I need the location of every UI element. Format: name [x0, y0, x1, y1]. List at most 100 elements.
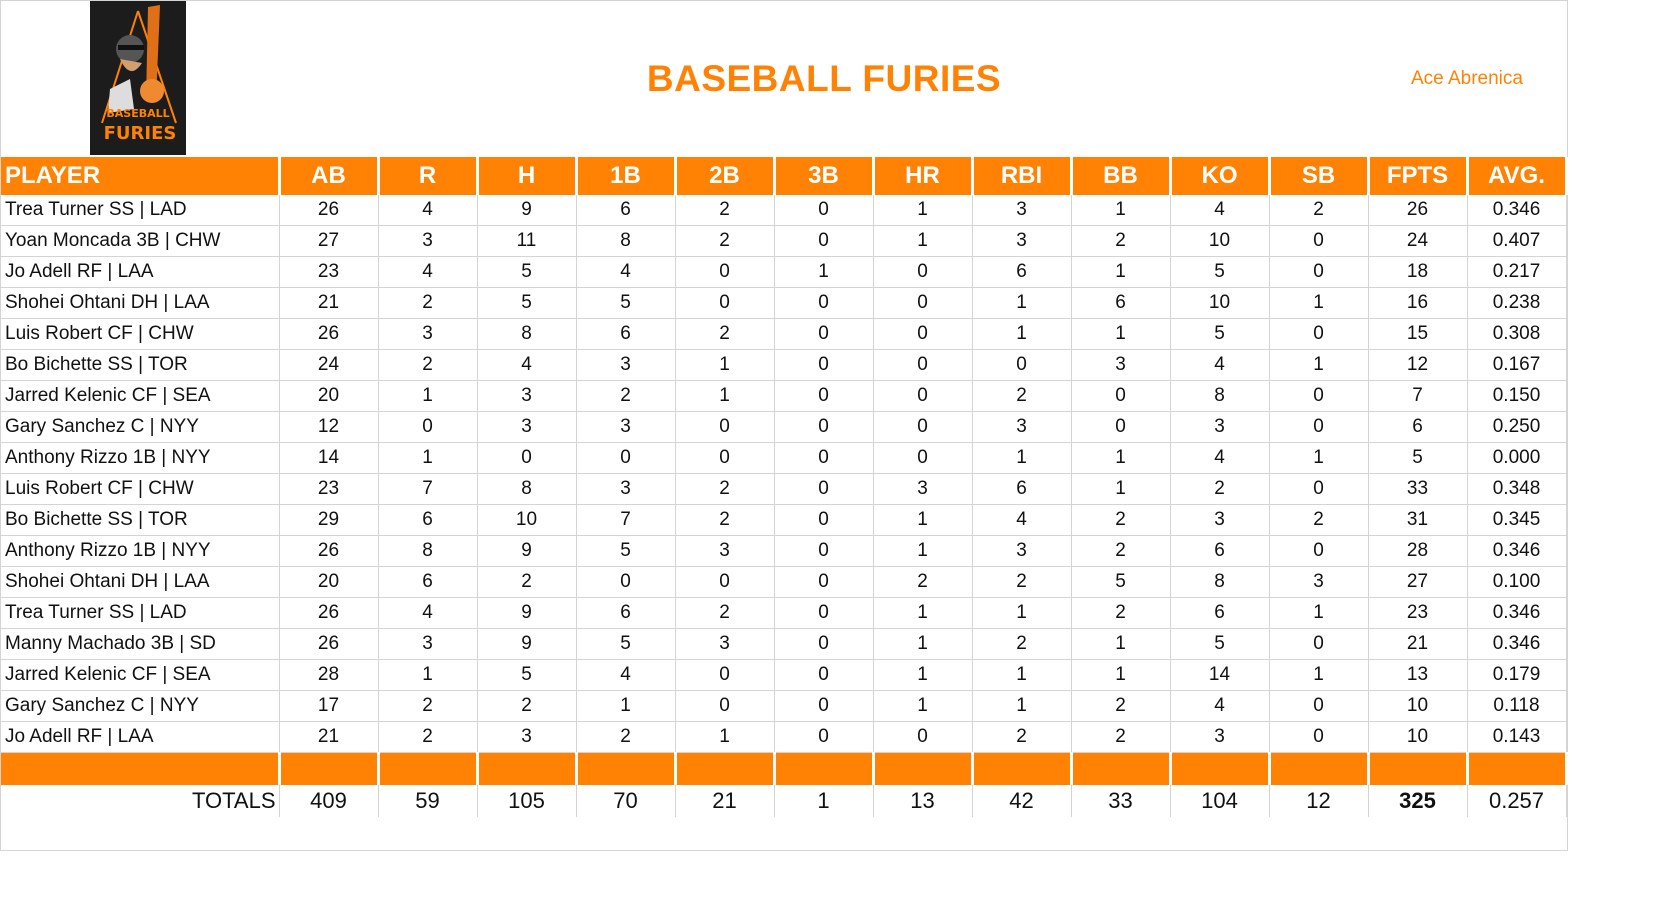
stat-cell-fpts[interactable]: 6 [1368, 411, 1468, 443]
total-cell-3b[interactable]: 1 [774, 785, 874, 817]
stat-cell-3b[interactable]: 0 [774, 411, 874, 443]
stat-cell-ab[interactable]: 14 [279, 442, 379, 474]
stat-cell-sb[interactable]: 2 [1269, 504, 1369, 536]
stat-cell-3b[interactable]: 0 [774, 597, 874, 629]
total-cell-hr[interactable]: 13 [873, 785, 973, 817]
stat-cell-1b[interactable]: 7 [576, 504, 676, 536]
total-cell-ko[interactable]: 104 [1170, 785, 1270, 817]
column-header-ab[interactable]: AB [279, 157, 380, 195]
stat-cell-sb[interactable]: 0 [1269, 225, 1369, 257]
stat-cell-ko[interactable]: 14 [1170, 659, 1270, 691]
stat-cell-fpts[interactable]: 16 [1368, 287, 1468, 319]
stat-cell-ko[interactable]: 3 [1170, 411, 1270, 443]
stat-cell-ko[interactable]: 4 [1170, 690, 1270, 722]
stat-cell-avg[interactable]: 0.100 [1467, 566, 1567, 598]
stat-cell-3b[interactable]: 0 [774, 349, 874, 381]
player-name-cell[interactable]: Luis Robert CF | CHW [1, 318, 280, 350]
stat-cell-fpts[interactable]: 15 [1368, 318, 1468, 350]
stat-cell-r[interactable]: 1 [378, 659, 478, 691]
stat-cell-bb[interactable]: 2 [1071, 504, 1171, 536]
total-cell-h[interactable]: 105 [477, 785, 577, 817]
stat-cell-3b[interactable]: 0 [774, 690, 874, 722]
stat-cell-r[interactable]: 6 [378, 566, 478, 598]
stat-cell-h[interactable]: 3 [477, 411, 577, 443]
player-name-cell[interactable]: Shohei Ohtani DH | LAA [1, 287, 280, 319]
stat-cell-fpts[interactable]: 7 [1368, 380, 1468, 412]
stat-cell-2b[interactable]: 3 [675, 628, 775, 660]
stat-cell-fpts[interactable]: 23 [1368, 597, 1468, 629]
stat-cell-rbi[interactable]: 2 [972, 380, 1072, 412]
stat-cell-r[interactable]: 2 [378, 287, 478, 319]
stat-cell-1b[interactable]: 5 [576, 628, 676, 660]
stat-cell-hr[interactable]: 1 [873, 535, 973, 567]
stat-cell-fpts[interactable]: 18 [1368, 256, 1468, 288]
stat-cell-hr[interactable]: 1 [873, 659, 973, 691]
stat-cell-bb[interactable]: 1 [1071, 628, 1171, 660]
stat-cell-ab[interactable]: 20 [279, 566, 379, 598]
stat-cell-fpts[interactable]: 26 [1368, 195, 1468, 226]
stat-cell-rbi[interactable]: 1 [972, 690, 1072, 722]
stat-cell-ko[interactable]: 2 [1170, 473, 1270, 505]
stat-cell-sb[interactable]: 0 [1269, 411, 1369, 443]
stat-cell-bb[interactable]: 2 [1071, 721, 1171, 753]
stat-cell-rbi[interactable]: 1 [972, 287, 1072, 319]
stat-cell-avg[interactable]: 0.000 [1467, 442, 1567, 474]
stat-cell-1b[interactable]: 5 [576, 535, 676, 567]
stat-cell-hr[interactable]: 3 [873, 473, 973, 505]
column-header-sb[interactable]: SB [1269, 157, 1370, 195]
stat-cell-3b[interactable]: 1 [774, 256, 874, 288]
stat-cell-fpts[interactable]: 10 [1368, 690, 1468, 722]
stat-cell-h[interactable]: 2 [477, 566, 577, 598]
stat-cell-bb[interactable]: 2 [1071, 225, 1171, 257]
stat-cell-ab[interactable]: 26 [279, 195, 379, 226]
stat-cell-sb[interactable]: 2 [1269, 195, 1369, 226]
stat-cell-hr[interactable]: 0 [873, 721, 973, 753]
stat-cell-ab[interactable]: 23 [279, 256, 379, 288]
stat-cell-fpts[interactable]: 10 [1368, 721, 1468, 753]
stat-cell-2b[interactable]: 2 [675, 504, 775, 536]
stat-cell-rbi[interactable]: 3 [972, 411, 1072, 443]
stat-cell-hr[interactable]: 0 [873, 318, 973, 350]
column-header-3b[interactable]: 3B [774, 157, 875, 195]
stat-cell-r[interactable]: 4 [378, 597, 478, 629]
total-cell-bb[interactable]: 33 [1071, 785, 1171, 817]
player-name-cell[interactable]: Gary Sanchez C | NYY [1, 690, 280, 722]
stat-cell-avg[interactable]: 0.346 [1467, 195, 1567, 226]
stat-cell-hr[interactable]: 1 [873, 195, 973, 226]
stat-cell-r[interactable]: 3 [378, 628, 478, 660]
stat-cell-2b[interactable]: 2 [675, 195, 775, 226]
stat-cell-ko[interactable]: 5 [1170, 256, 1270, 288]
total-cell-1b[interactable]: 70 [576, 785, 676, 817]
stat-cell-2b[interactable]: 2 [675, 225, 775, 257]
stat-cell-fpts[interactable]: 5 [1368, 442, 1468, 474]
stat-cell-2b[interactable]: 1 [675, 349, 775, 381]
stat-cell-1b[interactable]: 3 [576, 473, 676, 505]
stat-cell-hr[interactable]: 1 [873, 690, 973, 722]
stat-cell-h[interactable]: 3 [477, 380, 577, 412]
stat-cell-h[interactable]: 0 [477, 442, 577, 474]
stat-cell-bb[interactable]: 0 [1071, 380, 1171, 412]
stat-cell-h[interactable]: 11 [477, 225, 577, 257]
stat-cell-3b[interactable]: 0 [774, 473, 874, 505]
stat-cell-fpts[interactable]: 24 [1368, 225, 1468, 257]
stat-cell-h[interactable]: 3 [477, 721, 577, 753]
stat-cell-sb[interactable]: 0 [1269, 256, 1369, 288]
stat-cell-1b[interactable]: 8 [576, 225, 676, 257]
stat-cell-h[interactable]: 9 [477, 195, 577, 226]
stat-cell-sb[interactable]: 0 [1269, 535, 1369, 567]
stat-cell-ko[interactable]: 6 [1170, 535, 1270, 567]
player-name-cell[interactable]: Anthony Rizzo 1B | NYY [1, 442, 280, 474]
stat-cell-hr[interactable]: 1 [873, 628, 973, 660]
stat-cell-sb[interactable]: 0 [1269, 628, 1369, 660]
player-name-cell[interactable]: Yoan Moncada 3B | CHW [1, 225, 280, 257]
stat-cell-hr[interactable]: 1 [873, 504, 973, 536]
stat-cell-2b[interactable]: 1 [675, 721, 775, 753]
stat-cell-r[interactable]: 6 [378, 504, 478, 536]
stat-cell-3b[interactable]: 0 [774, 628, 874, 660]
column-header-fpts[interactable]: FPTS [1368, 157, 1469, 195]
stat-cell-avg[interactable]: 0.346 [1467, 535, 1567, 567]
stat-cell-1b[interactable]: 6 [576, 195, 676, 226]
player-name-cell[interactable]: Jo Adell RF | LAA [1, 721, 280, 753]
player-name-cell[interactable]: Trea Turner SS | LAD [1, 195, 280, 226]
stat-cell-sb[interactable]: 0 [1269, 690, 1369, 722]
